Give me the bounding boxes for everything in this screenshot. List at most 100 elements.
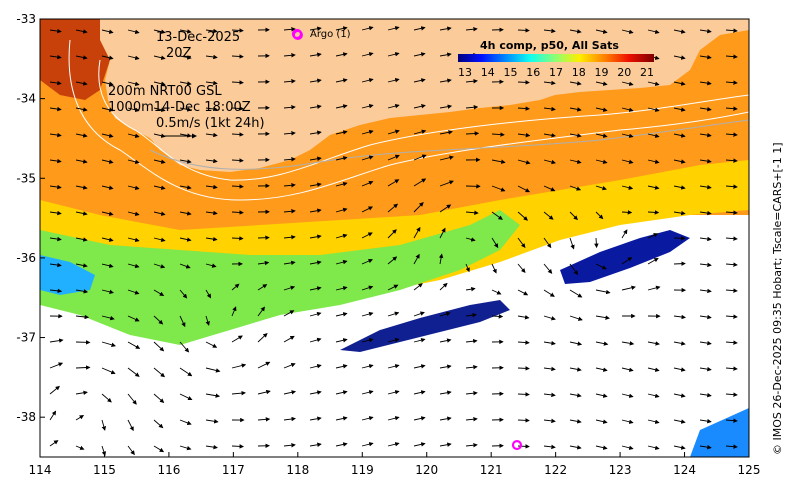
current-vector xyxy=(361,52,374,57)
current-vector xyxy=(543,133,556,138)
current-vector xyxy=(595,289,611,295)
current-vector xyxy=(699,366,712,372)
x-tick-label: 122 xyxy=(544,463,567,477)
current-vector xyxy=(127,211,140,217)
current-vector xyxy=(621,185,634,190)
current-vector xyxy=(101,263,114,268)
current-vector xyxy=(231,444,245,449)
current-vector xyxy=(439,52,452,57)
current-vector xyxy=(75,445,85,450)
current-vector xyxy=(465,416,478,422)
current-vector xyxy=(465,78,478,84)
current-vector xyxy=(153,81,166,86)
time-label: 20Z xyxy=(166,46,192,61)
current-vector xyxy=(361,232,373,239)
current-vector xyxy=(517,289,529,296)
x-tick-label: 121 xyxy=(480,463,503,477)
current-vector xyxy=(205,393,221,398)
y-axis: -33 -34 -35 -36 -37 -38 xyxy=(16,12,45,424)
current-vector xyxy=(335,156,348,161)
current-vector xyxy=(335,26,348,31)
current-vector xyxy=(725,106,738,111)
current-vector xyxy=(49,132,62,138)
current-vector xyxy=(49,410,57,421)
current-vector xyxy=(387,442,400,447)
current-vector xyxy=(413,26,426,31)
current-vector xyxy=(335,207,348,213)
sst-cool-patch-west xyxy=(40,255,95,295)
current-vector xyxy=(673,367,686,372)
current-vector xyxy=(205,289,212,299)
current-vector xyxy=(361,285,374,291)
current-vector xyxy=(179,237,192,242)
x-tick-label: 114 xyxy=(29,463,52,477)
x-tick-label: 125 xyxy=(738,463,761,477)
current-vector xyxy=(101,237,114,242)
current-vector xyxy=(491,211,503,220)
current-vector xyxy=(153,237,166,242)
current-vector xyxy=(127,341,141,349)
current-vector xyxy=(543,340,556,346)
current-vector xyxy=(335,181,348,187)
y-tick-label: -35 xyxy=(16,171,36,185)
current-vector xyxy=(725,288,738,293)
current-vector xyxy=(413,154,427,161)
current-vector xyxy=(361,129,374,135)
current-vector xyxy=(335,442,348,447)
current-vector xyxy=(75,390,88,396)
credit-text: © IMOS 26-Dec-2025 09:35 Hobart; Tscale=… xyxy=(771,142,784,455)
current-vector xyxy=(517,28,530,33)
current-vector xyxy=(205,184,218,190)
current-vector xyxy=(179,263,191,269)
current-vector xyxy=(153,367,166,378)
current-vector xyxy=(647,285,661,291)
argo-legend-label: Argo (1) xyxy=(310,29,351,40)
current-vector xyxy=(699,28,712,34)
current-vector xyxy=(725,184,738,189)
current-vector xyxy=(75,289,89,294)
current-vector xyxy=(569,393,582,398)
current-vector xyxy=(361,26,374,31)
current-vector xyxy=(335,259,348,265)
current-vector xyxy=(75,185,88,190)
current-vector xyxy=(491,185,506,192)
current-vector xyxy=(621,229,628,239)
current-vector xyxy=(49,262,62,268)
current-vector xyxy=(283,157,296,162)
plot-frame xyxy=(39,18,750,458)
current-vector xyxy=(569,367,582,372)
current-vector xyxy=(647,133,660,138)
current-vector xyxy=(517,106,531,111)
current-vector xyxy=(387,203,399,213)
current-vector xyxy=(49,106,62,112)
current-vector xyxy=(49,28,62,34)
current-vector xyxy=(543,263,553,274)
current-vector xyxy=(465,263,470,273)
colorbar-label: 20 xyxy=(617,66,631,79)
current-vector xyxy=(595,185,607,191)
current-vector xyxy=(361,206,374,213)
colorbar-label: 17 xyxy=(549,66,563,79)
current-vector xyxy=(413,226,421,239)
current-vector xyxy=(153,55,166,60)
current-vector xyxy=(621,29,634,34)
current-vector xyxy=(75,133,88,138)
current-vector xyxy=(413,104,426,109)
current-vector xyxy=(439,311,451,317)
current-vector xyxy=(127,419,134,432)
current-vector xyxy=(595,107,608,112)
current-vector xyxy=(231,210,244,215)
x-tick-label: 119 xyxy=(351,463,374,477)
current-vector xyxy=(413,253,420,265)
current-vector xyxy=(283,310,295,317)
current-vector xyxy=(75,55,88,60)
current-vector xyxy=(387,154,400,161)
current-vector xyxy=(179,393,193,401)
current-vector xyxy=(465,26,478,32)
current-vector xyxy=(517,340,530,345)
current-vector xyxy=(439,390,452,395)
current-vector xyxy=(49,385,60,395)
y-tick-label: -33 xyxy=(16,12,36,26)
current-vector xyxy=(569,237,575,250)
